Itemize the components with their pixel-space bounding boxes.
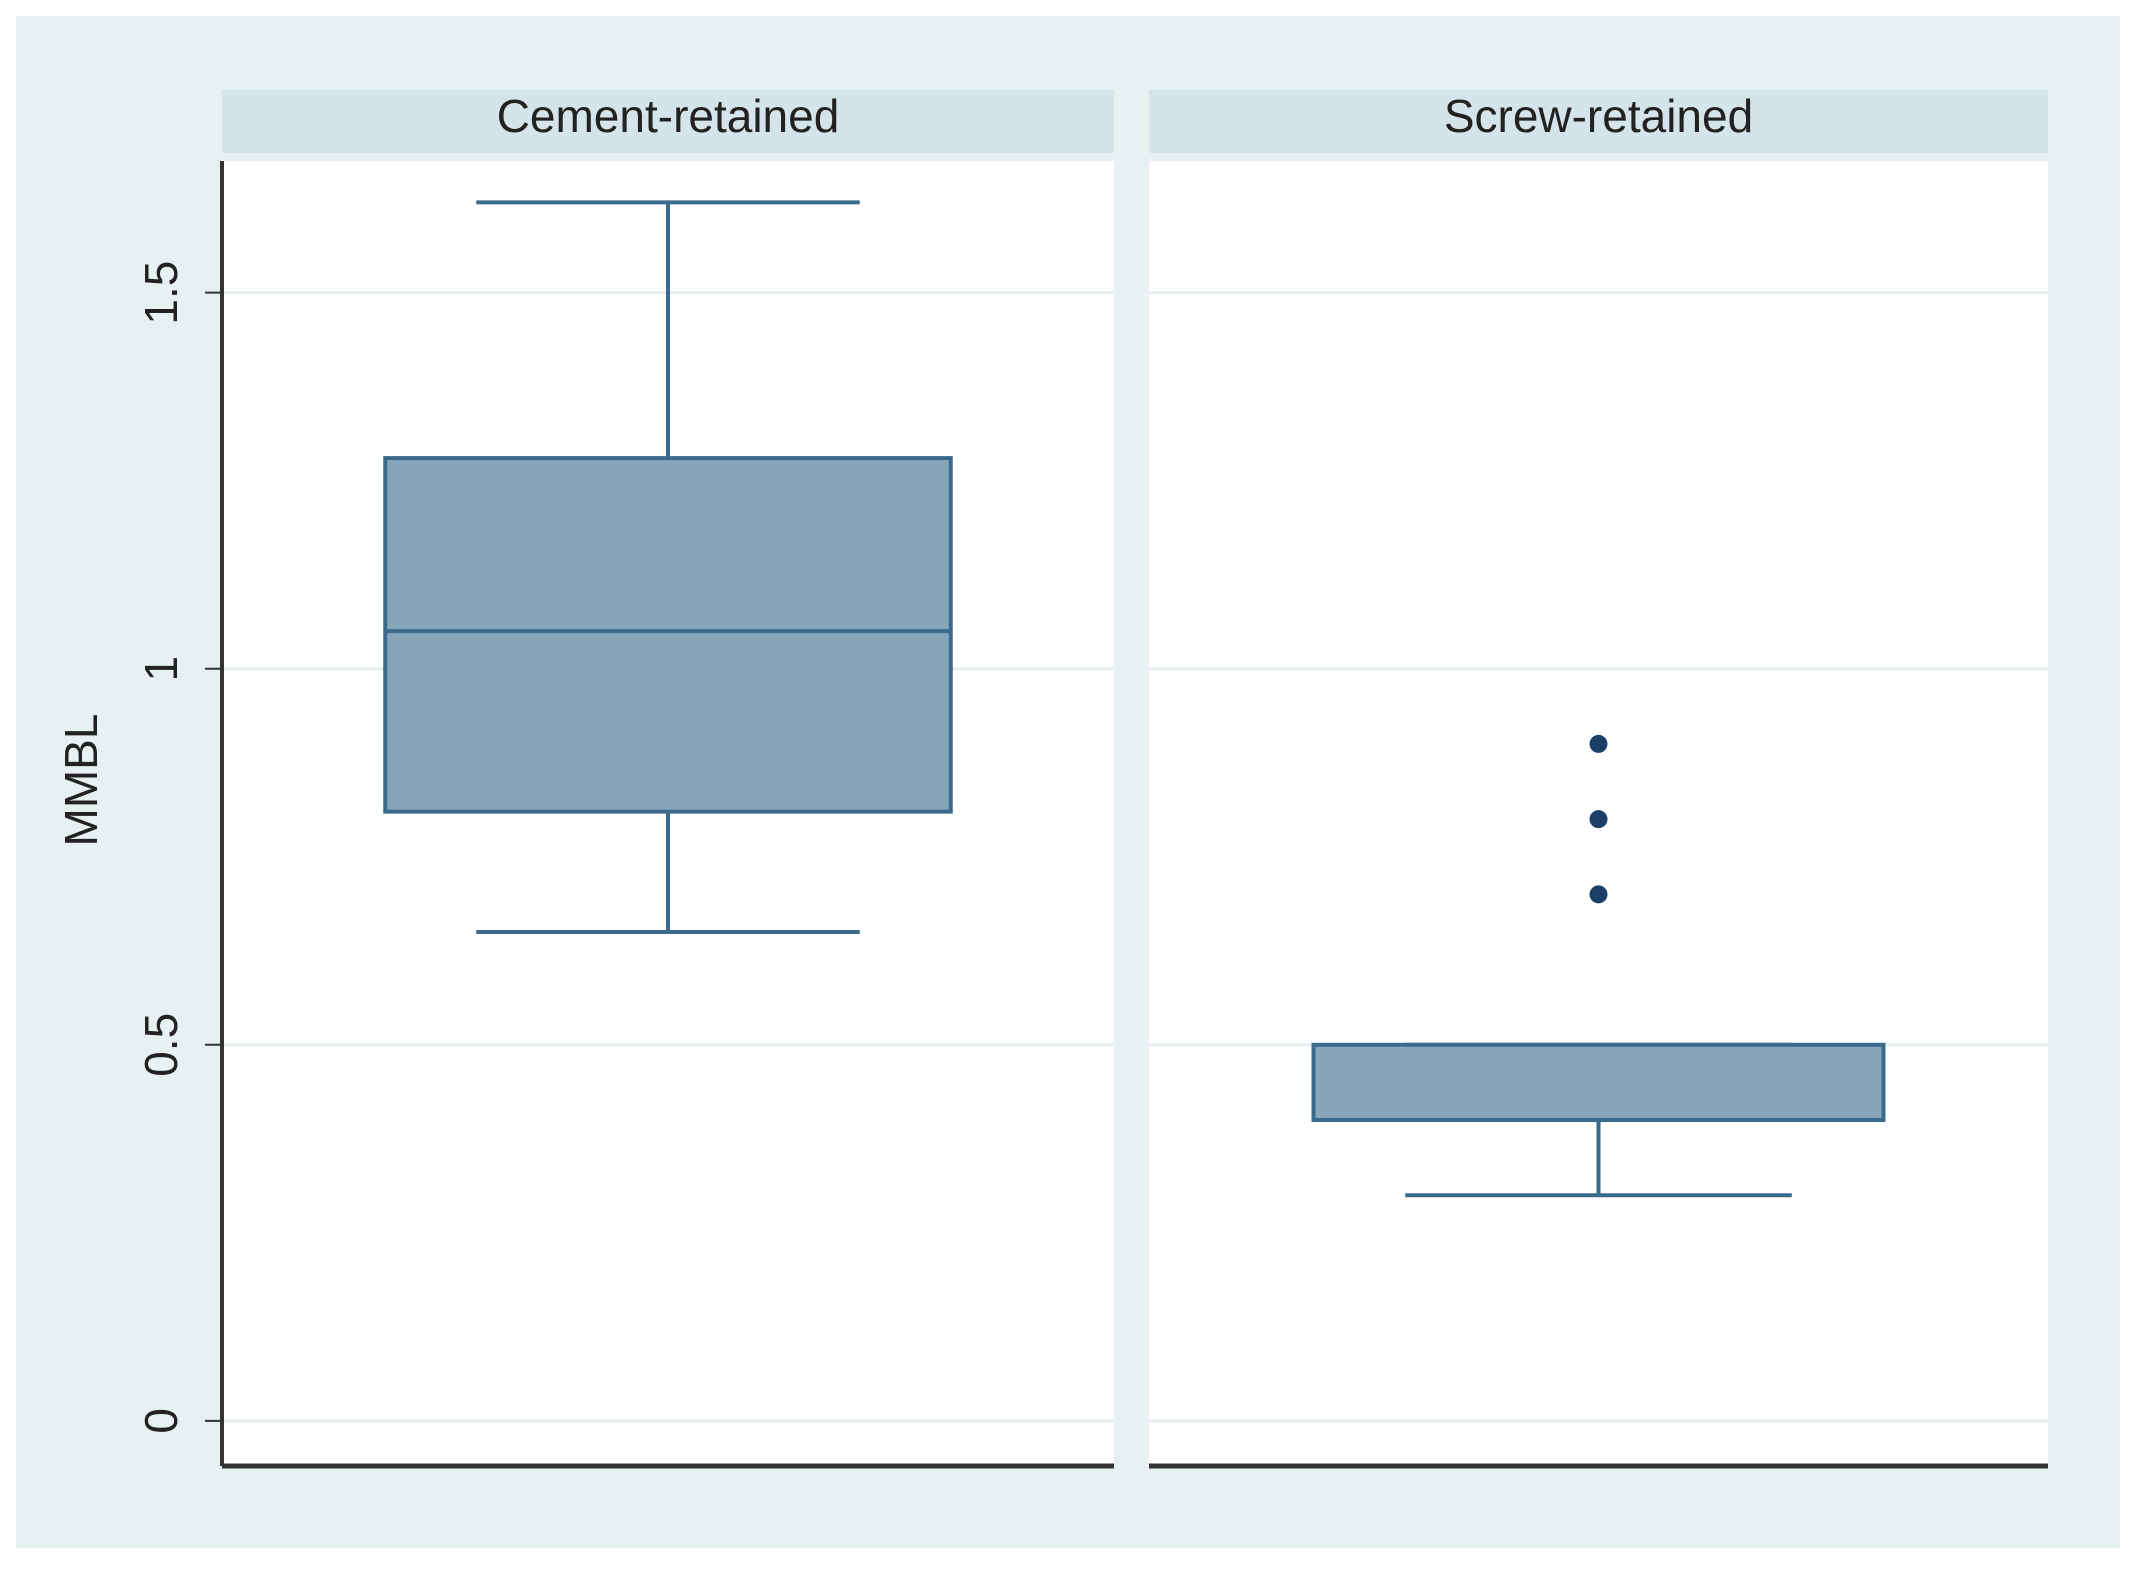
outlier	[1589, 885, 1608, 904]
box	[1311, 1042, 1886, 1123]
y-tick-label: 1	[135, 656, 187, 682]
y-axis-title: MMBL	[55, 714, 107, 847]
y-tick-label: 0.5	[135, 1013, 187, 1077]
outlier	[1589, 734, 1608, 753]
y-tick-label: 1.5	[135, 261, 187, 325]
outlier	[1589, 810, 1608, 829]
panel-title: Screw-retained	[1444, 90, 1753, 142]
box	[383, 456, 953, 814]
panel-header	[1149, 90, 2048, 153]
panel-title: Cement-retained	[497, 90, 840, 142]
y-tick-label: 0	[135, 1408, 187, 1434]
panel-header	[222, 90, 1114, 153]
